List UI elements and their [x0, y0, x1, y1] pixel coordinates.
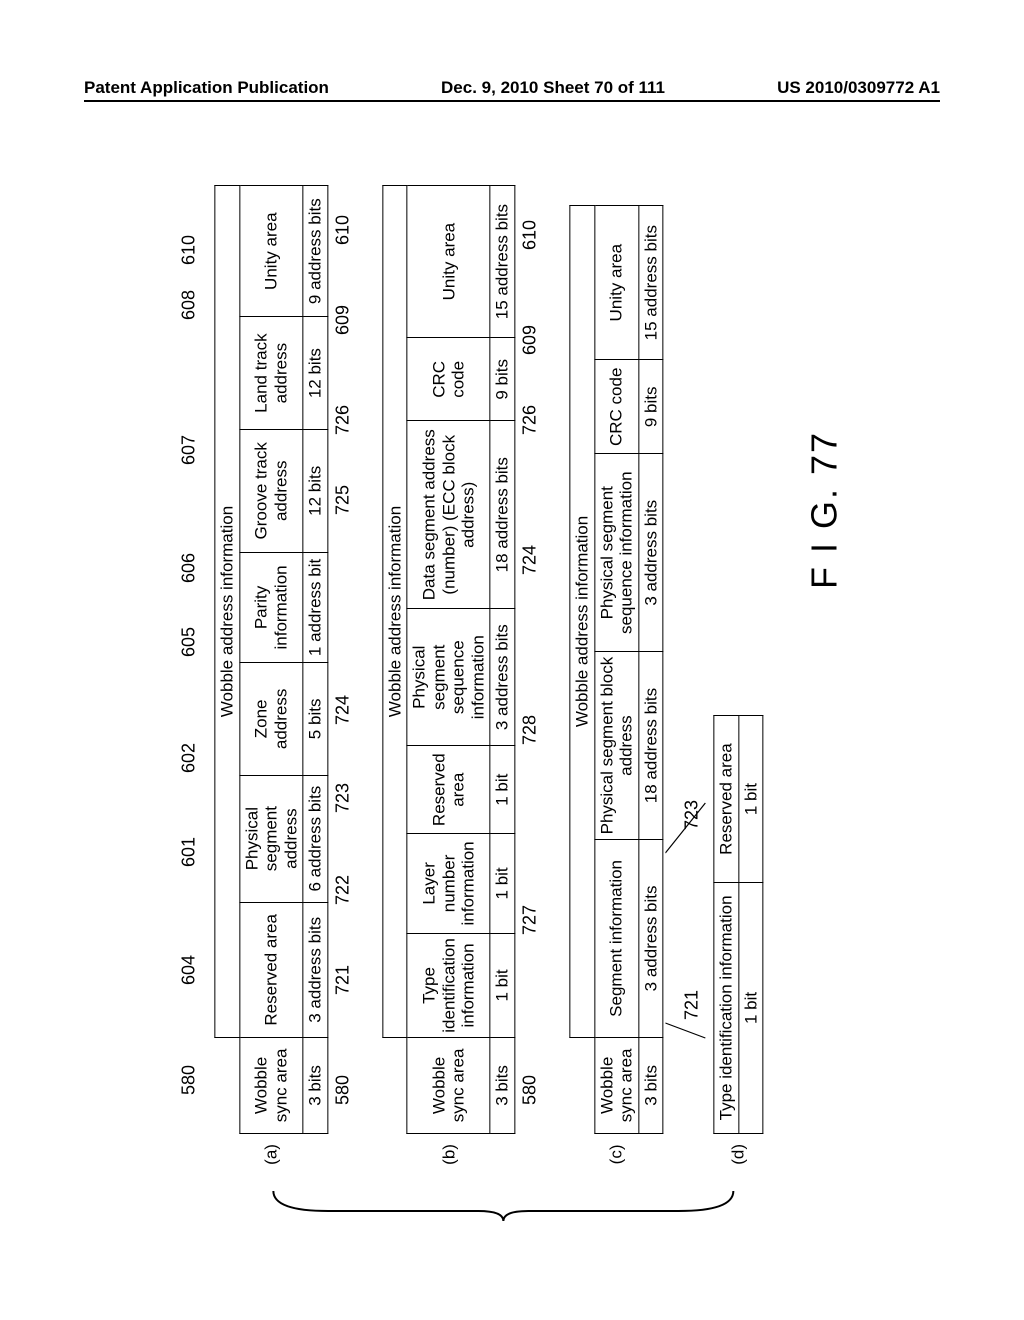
callout-605: 605	[178, 627, 199, 657]
a-c4: Parity information	[239, 552, 303, 662]
b-c1: Type identification information	[407, 933, 490, 1037]
callouts-top: 580 604 601 602 605 606 607 608 610	[178, 145, 208, 1125]
a-b7: 9 address bits	[303, 186, 328, 317]
wobble-span-a: Wobble address information	[215, 186, 240, 1038]
table-a: (a) Wobble address information Wobble sy…	[214, 185, 328, 1175]
c-b4: 9 bits	[639, 360, 664, 454]
figure-content: 580 604 601 602 605 606 607 608 610 (a) …	[178, 145, 845, 1175]
row-label-c: (c)	[570, 1133, 663, 1175]
wobble-span-b: Wobble address information	[383, 186, 408, 1038]
table-d: (d) Type identification information Rese…	[714, 715, 764, 1175]
a-c2: Physical segment address	[239, 775, 303, 902]
c-c0: Wobble sync area	[594, 1037, 638, 1133]
c-b5: 15 address bits	[639, 206, 664, 360]
wobble-span-c: Wobble address information	[570, 206, 595, 1038]
callout-608: 608	[178, 290, 199, 320]
b-c3: Reserved area	[407, 746, 490, 833]
ref-a-725: 725	[332, 485, 353, 515]
a-c7: Unity area	[239, 186, 303, 317]
b-b3: 1 bit	[490, 746, 515, 833]
c-b0: 3 bits	[639, 1037, 664, 1133]
ref-a-580: 580	[332, 1075, 353, 1105]
b-b0: 3 bits	[490, 1038, 515, 1134]
callout-604: 604	[178, 955, 199, 985]
figure-label: F I G. 77	[804, 431, 845, 589]
b-c4: Physical segment sequence information	[407, 608, 490, 745]
c-c1: Segment information	[594, 839, 638, 1037]
row-label-b: (b)	[383, 1133, 515, 1175]
a-c0: Wobble sync area	[239, 1038, 303, 1134]
ref-b-609: 609	[519, 325, 540, 355]
b-c5: Data segment address (number) (ECC block…	[407, 421, 490, 608]
c-b3: 3 address bits	[639, 454, 664, 652]
brace-left	[268, 1181, 738, 1221]
c-b1: 3 address bits	[639, 839, 664, 1037]
ref-b-610: 610	[519, 220, 540, 250]
d-b0: 1 bit	[739, 883, 764, 1134]
ref-a-610: 610	[332, 215, 353, 245]
figure-rotated-wrap: 580 604 601 602 605 606 607 608 610 (a) …	[178, 145, 845, 1175]
b-c2: Layer number information	[407, 833, 490, 933]
refs-b: 580 727 728 724 726 609 610	[519, 145, 547, 1135]
b-b6: 9 bits	[490, 338, 515, 421]
ref-b-724: 724	[519, 545, 540, 575]
leader-lines	[666, 643, 716, 1043]
header-right: US 2010/0309772 A1	[777, 78, 940, 98]
d-c1: Reserved area	[714, 716, 739, 883]
b-b4: 3 address bits	[490, 608, 515, 745]
ref-b-580: 580	[519, 1075, 540, 1105]
callout-606: 606	[178, 553, 199, 583]
b-c6: CRC code	[407, 338, 490, 421]
b-b1: 1 bit	[490, 933, 515, 1037]
b-b2: 1 bit	[490, 833, 515, 933]
c-c2: Physical segment block address	[594, 652, 638, 840]
a-c3: Zone address	[239, 663, 303, 775]
c-b2: 18 address bits	[639, 652, 664, 840]
callout-601: 601	[178, 837, 199, 867]
a-b0: 3 bits	[303, 1038, 328, 1134]
ref-a-726: 726	[332, 405, 353, 435]
a-b2: 6 address bits	[303, 775, 328, 902]
c-c5: Unity area	[594, 206, 638, 360]
ref-a-723: 723	[332, 783, 353, 813]
row-label-d: (d)	[714, 1133, 763, 1175]
table-c: (c) Wobble address information Wobble sy…	[569, 205, 663, 1175]
header-center: Dec. 9, 2010 Sheet 70 of 111	[441, 78, 665, 98]
callout-610: 610	[178, 235, 199, 265]
a-b5: 12 bits	[303, 429, 328, 552]
ref-b-728: 728	[519, 715, 540, 745]
c-c4: CRC code	[594, 360, 638, 454]
refs-a: 580 721 722 723 724 725 726 609 610	[332, 145, 360, 1135]
b-b5: 18 address bits	[490, 421, 515, 608]
c-c3: Physical segment sequence information	[594, 454, 638, 652]
d-b1: 1 bit	[739, 716, 764, 883]
row-label-a: (a)	[215, 1133, 328, 1175]
a-b3: 5 bits	[303, 663, 328, 775]
a-c1: Reserved area	[239, 902, 303, 1037]
a-b1: 3 address bits	[303, 902, 328, 1037]
d-c0: Type identification information	[714, 883, 739, 1134]
a-b4: 1 address bit	[303, 552, 328, 662]
a-c6: Land track address	[239, 317, 303, 429]
ref-a-724: 724	[332, 695, 353, 725]
callout-607: 607	[178, 435, 199, 465]
ref-b-727: 727	[519, 905, 540, 935]
table-b: (b) Wobble address information Wobble sy…	[382, 185, 515, 1175]
ref-b-726: 726	[519, 405, 540, 435]
callout-580: 580	[178, 1065, 199, 1095]
b-c0: Wobble sync area	[407, 1038, 490, 1134]
a-c5: Groove track address	[239, 429, 303, 552]
header-left: Patent Application Publication	[84, 78, 329, 98]
a-b6: 12 bits	[303, 317, 328, 429]
b-b7: 15 address bits	[490, 186, 515, 338]
header-rule	[84, 100, 940, 102]
ref-a-609: 609	[332, 305, 353, 335]
callout-602: 602	[178, 743, 199, 773]
b-c7: Unity area	[407, 186, 490, 338]
ref-a-722: 722	[332, 875, 353, 905]
ref-a-721: 721	[332, 965, 353, 995]
